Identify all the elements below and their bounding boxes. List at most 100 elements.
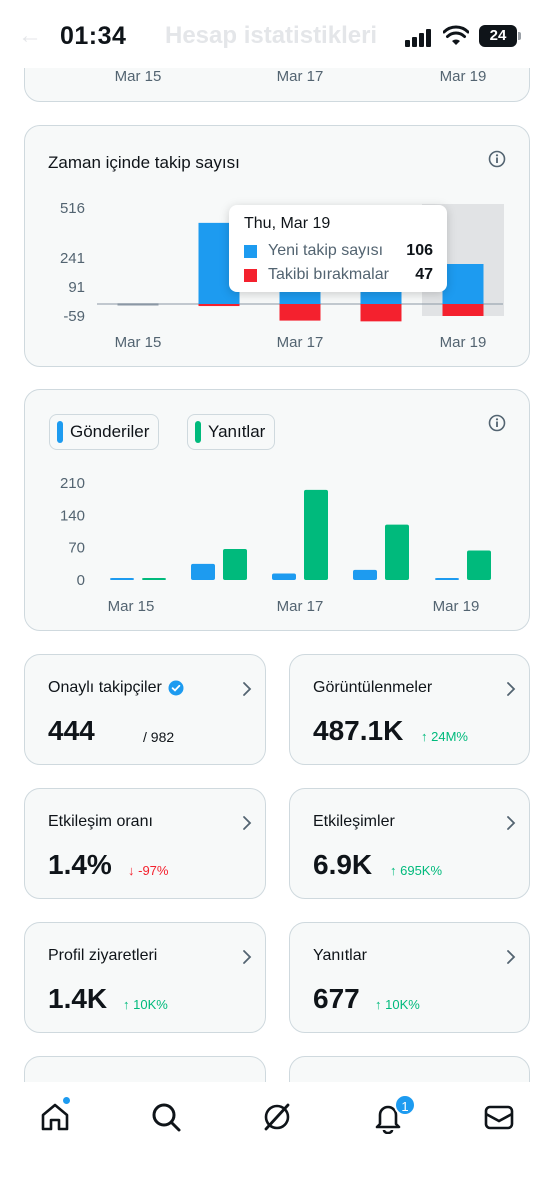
- notifications-icon[interactable]: [371, 1100, 405, 1134]
- metric-title-text: Etkileşim oranı: [48, 813, 153, 830]
- x-tick-label: Mar 15: [115, 334, 162, 351]
- x-tick-label: Mar 19: [433, 598, 480, 615]
- metric-title: Yanıtlar: [313, 947, 367, 965]
- bar-unfollows[interactable]: [442, 304, 484, 316]
- wifi-icon: [443, 25, 469, 45]
- follow-chart[interactable]: 516 241 91 -59 Mar 15 Mar 17 Mar 19: [25, 126, 530, 367]
- legend-chip-replies[interactable]: Yanıtlar: [187, 414, 276, 450]
- y-tick-label: -59: [63, 308, 85, 325]
- chevron-right-icon[interactable]: [506, 949, 516, 965]
- legend-chip-posts[interactable]: Gönderiler: [49, 414, 160, 450]
- metric-value: 444: [48, 715, 95, 746]
- x-tick-label: Mar 17: [277, 334, 324, 351]
- metric-title: Onaylı takipçiler: [48, 679, 184, 697]
- battery-indicator: 24: [479, 25, 521, 47]
- x-tick-label: Mar 19: [440, 68, 487, 85]
- bar-posts[interactable]: [353, 569, 377, 580]
- posts-replies-chart[interactable]: 210 140 70 0 Mar 15 Mar 17 Mar 19: [25, 390, 530, 631]
- metric-card[interactable]: Yanıtlar 677 ↑ 10K%: [289, 922, 530, 1033]
- bottom-navigation: 1: [0, 1082, 555, 1200]
- y-tick-label: 70: [68, 540, 85, 557]
- chevron-right-icon[interactable]: [242, 815, 252, 831]
- previous-chart-xaxis: Mar 15 Mar 17 Mar 19: [115, 68, 487, 85]
- chevron-right-icon[interactable]: [506, 815, 516, 831]
- bar-new-follows[interactable]: [442, 264, 484, 304]
- y-tick-label: 0: [77, 572, 85, 589]
- messages-icon[interactable]: [482, 1100, 516, 1134]
- bar-replies[interactable]: [385, 524, 409, 580]
- tooltip-value: 106: [406, 242, 433, 259]
- metric-card[interactable]: Profil ziyaretleri 1.4K ↑ 10K%: [24, 922, 266, 1033]
- metric-change: ↑ 695K%: [390, 863, 443, 878]
- chevron-right-icon[interactable]: [506, 681, 516, 697]
- bar-posts[interactable]: [110, 578, 134, 580]
- chart-title: Zaman içinde takip sayısı: [48, 153, 240, 172]
- bar-new-follows[interactable]: [117, 303, 159, 305]
- metric-value: 1.4K: [48, 983, 108, 1014]
- cellular-signal-icon: [405, 29, 433, 47]
- metric-title-text: Profil ziyaretleri: [48, 947, 158, 964]
- metric-title: Görüntülenmeler: [313, 679, 432, 697]
- metric-change: ↑ 24M%: [421, 729, 468, 744]
- posts-replies-chart-card: Gönderiler Yanıtlar 210 140 70 0 Mar 15 Mar 1…: [24, 389, 530, 631]
- chevron-right-icon[interactable]: [242, 681, 252, 697]
- legend-label: Gönderiler: [70, 422, 150, 441]
- metric-title-text: Onaylı takipçiler: [48, 679, 162, 696]
- status-bar: ← Hesap istatistikleri 01:34 24: [0, 0, 555, 68]
- metric-title-text: Yanıtlar: [313, 947, 367, 964]
- grok-icon[interactable]: [260, 1100, 294, 1134]
- metric-card[interactable]: Etkileşimler 6.9K ↑ 695K%: [289, 788, 530, 899]
- metric-card[interactable]: Görüntülenmeler 487.1K ↑ 24M%: [289, 654, 530, 765]
- home-icon[interactable]: [38, 1100, 72, 1134]
- metric-card[interactable]: Onaylı takipçiler 444 / 982: [24, 654, 266, 765]
- bar-posts[interactable]: [435, 578, 459, 580]
- legend-label: Yanıtlar: [208, 422, 266, 441]
- metric-title-text: Görüntülenmeler: [313, 679, 433, 696]
- x-tick-label: Mar 15: [108, 598, 155, 615]
- search-icon[interactable]: [149, 1100, 183, 1134]
- bar-replies[interactable]: [304, 489, 328, 580]
- metric-value: 6.9K: [313, 849, 373, 880]
- metric-title-text: Etkileşimler: [313, 813, 395, 830]
- legend-swatch: [244, 244, 257, 258]
- page-title: Hesap istatistikleri: [165, 22, 378, 49]
- bar-unfollows[interactable]: [198, 304, 240, 307]
- y-tick-label: 140: [60, 507, 85, 524]
- metric-title: Profil ziyaretleri: [48, 947, 157, 965]
- bar-replies[interactable]: [467, 550, 491, 580]
- verified-badge-icon: [168, 680, 184, 696]
- tooltip-row-unfollows: Takibi bırakmalar: [244, 266, 434, 284]
- bar-replies[interactable]: [223, 549, 247, 580]
- y-tick-label: 516: [60, 200, 85, 217]
- metric-card[interactable]: Etkileşim oranı 1.4% ↓ -97%: [24, 788, 266, 899]
- bar-posts[interactable]: [191, 563, 215, 580]
- bar-replies[interactable]: [142, 578, 166, 580]
- metric-change: / 982: [143, 729, 175, 745]
- back-arrow-icon[interactable]: ←: [18, 22, 42, 49]
- info-icon[interactable]: [488, 414, 506, 432]
- chart-tooltip: Thu, Mar 19 Yeni takip sayısı 106 Takibi…: [229, 205, 447, 292]
- x-tick-label: Mar 15: [115, 68, 162, 85]
- bar-unfollows[interactable]: [360, 304, 402, 322]
- bar-unfollows[interactable]: [117, 304, 159, 306]
- x-tick-label: Mar 19: [440, 334, 487, 351]
- tooltip-date: Thu, Mar 19: [244, 215, 331, 232]
- metric-value: 677: [313, 983, 360, 1014]
- bar-posts[interactable]: [272, 573, 296, 580]
- y-tick-label: 210: [60, 475, 85, 492]
- legend-color-bar: [57, 421, 63, 443]
- metric-value: 1.4%: [48, 849, 112, 880]
- y-tick-label: 241: [60, 250, 85, 267]
- bar-unfollows[interactable]: [279, 304, 321, 321]
- metric-value: 487.1K: [313, 715, 404, 746]
- metric-change: ↓ -97%: [128, 863, 169, 878]
- chevron-right-icon[interactable]: [242, 949, 252, 965]
- legend-swatch: [244, 268, 257, 282]
- tooltip-label: Yeni takip sayısı: [268, 242, 384, 259]
- metric-title: Etkileşimler: [313, 813, 395, 831]
- x-tick-label: Mar 17: [277, 598, 324, 615]
- y-tick-label: 91: [68, 279, 85, 296]
- info-icon[interactable]: [488, 150, 506, 168]
- home-unread-dot: [62, 1096, 71, 1105]
